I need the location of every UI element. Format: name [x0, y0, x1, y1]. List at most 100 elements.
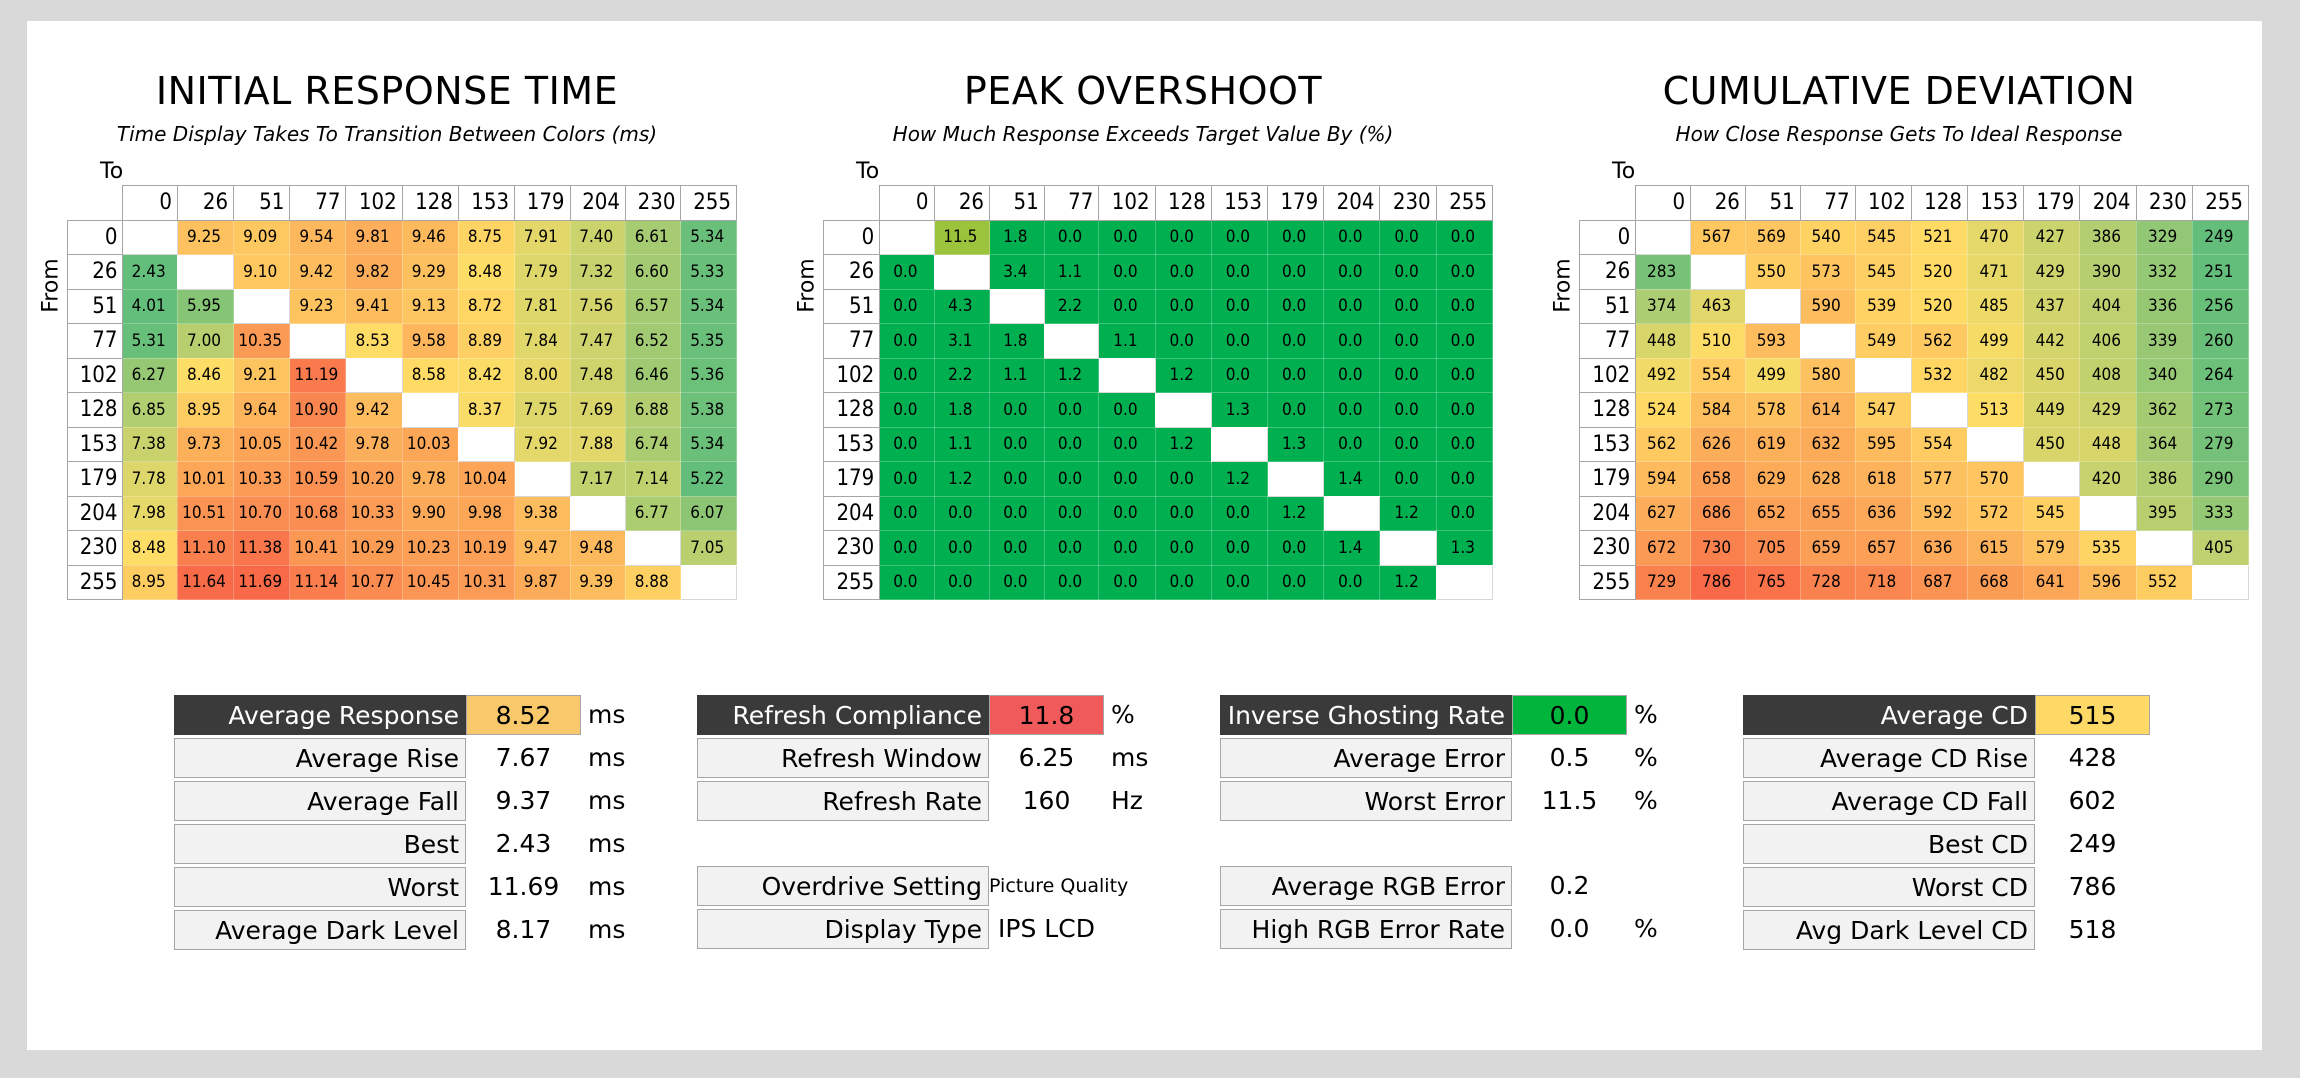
- from-level-header: 128: [66, 392, 124, 428]
- heatmap-cell: 8.95: [122, 564, 178, 600]
- heatmap-cell: 0.0: [1210, 564, 1269, 600]
- heatmap-cell: 11.64: [176, 564, 235, 600]
- heatmap-cell: 6.07: [680, 495, 737, 531]
- heatmap-cell: 1.2: [1379, 564, 1437, 600]
- heatmap-cell: 7.38: [122, 426, 178, 462]
- heatmap-row: 26 0.0 3.4 1.1 0.0 0.0 0.0 0.0 0.0 0.0 0.0: [822, 254, 1494, 290]
- to-level-header: 128: [401, 185, 459, 221]
- stat-row: Worst CD 786: [1743, 867, 2203, 907]
- results-sheet: INITIAL RESPONSE TIME Time Display Takes…: [27, 21, 2262, 1050]
- heatmap-cell: 420: [2079, 461, 2137, 497]
- grid-corner: [824, 186, 880, 221]
- from-level-header: 51: [66, 288, 124, 324]
- heatmap-cell: 730: [1690, 530, 1746, 566]
- stat-label: Refresh Compliance: [697, 695, 989, 735]
- heatmap-cell: 0.0: [1379, 392, 1437, 428]
- to-level-header: 179: [2023, 185, 2081, 221]
- heatmap-row: 153 7.38 9.73 10.05 10.42 9.78 10.03 7.92 7.88 6.…: [66, 426, 737, 462]
- heatmap-cell: 482: [1966, 357, 2025, 393]
- heatmap-cell: 0.0: [989, 461, 1045, 497]
- heatmap-cell: 0.0: [1266, 219, 1325, 255]
- heatmap-cell: 0.0: [1154, 461, 1212, 497]
- stat-row: Average Error 0.5%: [1220, 738, 1680, 778]
- panel-title: PEAK OVERSHOOT: [963, 69, 1323, 113]
- heatmap-cell: 579: [2023, 530, 2081, 566]
- heatmap-row: 128 6.85 8.95 9.64 10.90 9.42 8.37 7.75 7.69 6.88…: [66, 392, 737, 428]
- from-level-header: 128: [822, 392, 881, 428]
- grid-corner: [68, 186, 123, 221]
- heatmap-cell: 1.2: [1210, 461, 1269, 497]
- heatmap-cell: 765: [1744, 564, 1801, 600]
- heatmap-cell: 10.19: [457, 530, 516, 566]
- stat-label: Average Response: [174, 695, 466, 735]
- heatmap-cell: 0.0: [879, 530, 935, 566]
- from-level-header: 179: [822, 461, 881, 497]
- stat-unit: ms: [588, 872, 626, 901]
- panel-title: CUMULATIVE DEVIATION: [1662, 69, 2136, 113]
- heatmap-cell: 264: [2191, 357, 2250, 393]
- to-axis-label: To: [1612, 159, 1636, 184]
- stat-label: Average CD Fall: [1743, 781, 2035, 821]
- heatmap-cell: 0.0: [879, 357, 935, 393]
- heatmap-row: 230 672 730 705 659 657 636 615 579 535 405: [1578, 530, 2250, 566]
- stat-value: 0.0: [1512, 695, 1627, 735]
- to-level-header: 51: [233, 185, 291, 221]
- heatmap-row: 230 8.48 11.10 11.38 10.41 10.29 10.23 10.19 9.4…: [66, 530, 737, 566]
- heatmap-cell: 1.1: [989, 357, 1045, 393]
- heatmap-cell: 0.0: [1379, 323, 1437, 359]
- heatmap-cell: 547: [1854, 392, 1912, 428]
- heatmap-cell: 9.78: [345, 426, 403, 462]
- heatmap-cell-empty: [1379, 530, 1437, 566]
- heatmap-cell: 8.00: [514, 357, 571, 393]
- heatmap-cell: 362: [2135, 392, 2193, 428]
- stat-label: Average Error: [1220, 738, 1512, 778]
- heatmap-cell: 590: [1799, 288, 1856, 324]
- from-level-header: 255: [1578, 564, 1637, 600]
- heatmap-row: 128 524 584 578 614 547 513 449 429 362 273: [1578, 392, 2250, 428]
- stat-value: 786: [2068, 872, 2117, 901]
- stat-label: Avg Dark Level CD: [1743, 910, 2035, 950]
- heatmap-cell: 0.0: [1435, 323, 1494, 359]
- heatmap-cell: 1.3: [1210, 392, 1269, 428]
- heatmap-cell-empty: [933, 254, 991, 290]
- heatmap-cell: 2.2: [933, 357, 991, 393]
- stat-value: 0.0: [1549, 914, 1590, 943]
- stat-row: Average Fall 9.37 ms: [174, 781, 634, 821]
- heatmap-cell-empty: [1266, 461, 1325, 497]
- heatmap-cell: 11.38: [233, 530, 291, 566]
- heatmap-cell: 1.3: [1266, 426, 1325, 462]
- stat-value: 11.5: [1541, 786, 1598, 815]
- heatmap-cell: 9.25: [176, 219, 235, 255]
- heatmap-cell: 521: [1910, 219, 1968, 255]
- heatmap-row: 51 0.0 4.3 2.2 0.0 0.0 0.0 0.0 0.0 0.0 0.0: [822, 288, 1494, 324]
- heatmap-cell: 0.0: [1098, 426, 1156, 462]
- heatmap-cell: 554: [1910, 426, 1968, 462]
- heatmap-cell: 10.31: [457, 564, 516, 600]
- heatmap-cell: 5.34: [680, 426, 737, 462]
- heatmap-cell: 7.47: [569, 323, 626, 359]
- heatmap-cell: 0.0: [1210, 219, 1269, 255]
- heatmap-cell: 8.58: [401, 357, 459, 393]
- heatmap-cell: 641: [2023, 564, 2081, 600]
- heatmap-cell: 632: [1799, 426, 1856, 462]
- heatmap-cell: 569: [1744, 219, 1801, 255]
- heatmap-cell: 386: [2135, 461, 2193, 497]
- to-level-header: 0: [122, 185, 178, 221]
- heatmap-cell: 0.0: [1154, 530, 1212, 566]
- from-level-header: 179: [1578, 461, 1637, 497]
- heatmap-cell: 0.0: [1154, 495, 1212, 531]
- stat-value: 0.2: [1549, 871, 1590, 900]
- heatmap-cell: 374: [1635, 288, 1692, 324]
- heatmap-cell: 5.34: [680, 219, 737, 255]
- heatmap-cell: 0.0: [1323, 288, 1381, 324]
- heatmap-cell: 0.0: [1266, 357, 1325, 393]
- heatmap-cell-empty: [1098, 357, 1156, 393]
- heatmap-cell: 7.56: [569, 288, 626, 324]
- heatmap-cell-empty: [2191, 564, 2250, 600]
- heatmap-cell: 629: [1744, 461, 1801, 497]
- heatmap-cell-empty: [2135, 530, 2193, 566]
- heatmap-cell: 658: [1690, 461, 1746, 497]
- from-level-header: 153: [822, 426, 881, 462]
- heatmap-cell-empty: [1435, 564, 1494, 600]
- heatmap-cell: 8.53: [345, 323, 403, 359]
